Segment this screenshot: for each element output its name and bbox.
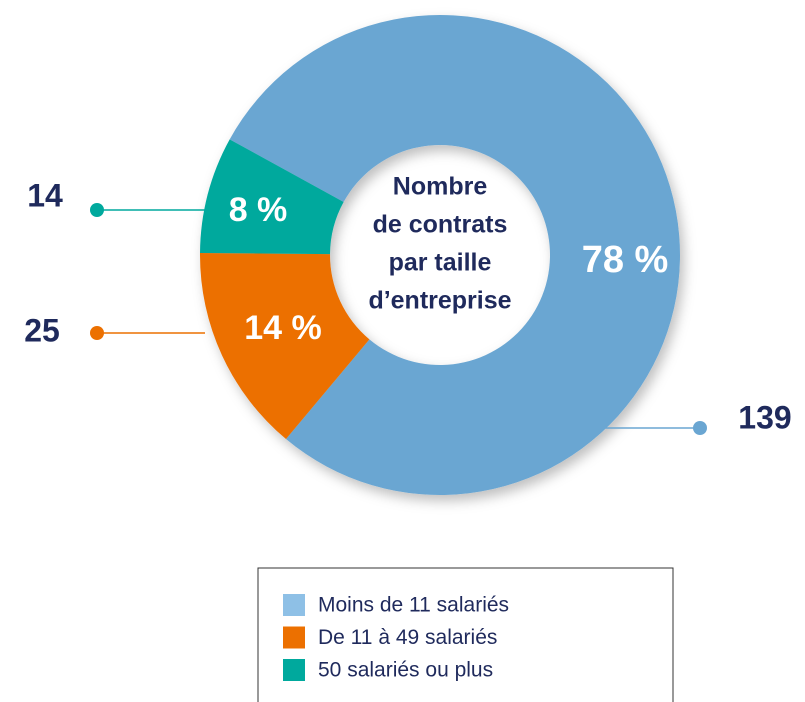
leader-dot: [90, 326, 104, 340]
center-title: d’entreprise: [368, 287, 511, 315]
legend-swatch: [283, 594, 305, 616]
donut-slice: [200, 139, 344, 255]
count-label: 25: [24, 312, 60, 348]
donut-slice: [199, 252, 370, 440]
legend-label: Moins de 11 salariés: [318, 594, 509, 617]
center-title: de contrats: [373, 211, 508, 239]
legend-swatch: [283, 659, 305, 681]
legend-label: 50 salariés ou plus: [318, 659, 493, 682]
legend-box: [257, 567, 674, 702]
donut: [199, 15, 681, 495]
center-title: Nombre: [393, 173, 488, 201]
count-label: 14: [27, 177, 63, 213]
count-label: 139: [738, 399, 791, 435]
percent-label: 8 %: [229, 191, 288, 229]
percent-label: 14 %: [244, 309, 322, 347]
legend-label: De 11 à 49 salariés: [318, 626, 497, 649]
leader-dot: [693, 421, 707, 435]
leader-dot: [90, 203, 104, 217]
legend-swatch: [283, 626, 305, 649]
center-title: par taille: [389, 249, 492, 277]
percent-label: 78 %: [582, 239, 669, 281]
donut-slice: [229, 15, 681, 495]
